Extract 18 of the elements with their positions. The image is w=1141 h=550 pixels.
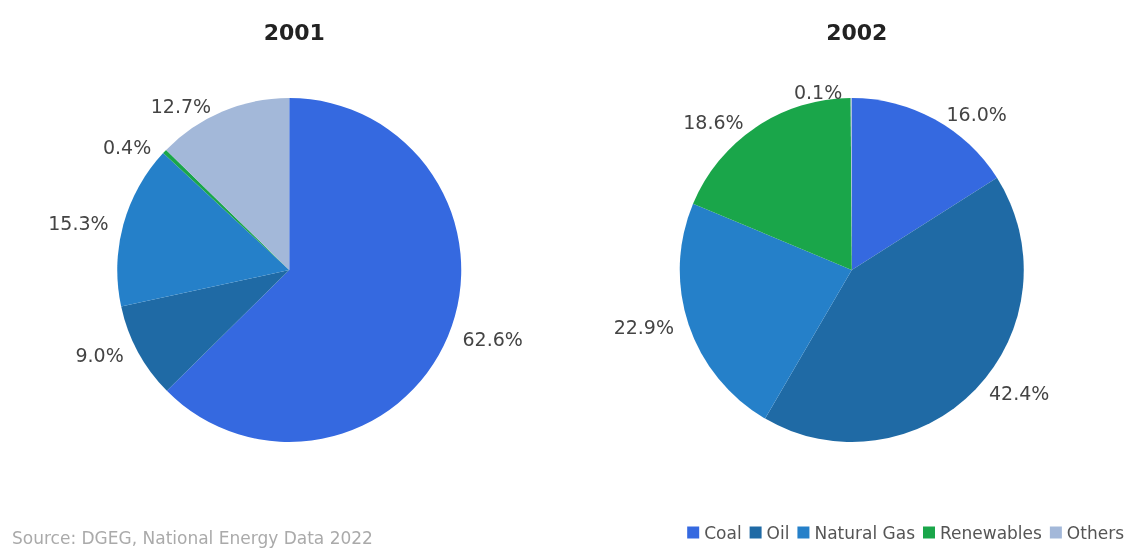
data-label: 62.6% (462, 327, 523, 350)
data-label: 16.0% (946, 103, 1007, 126)
legend-label: Coal (704, 522, 742, 543)
data-label: 42.4% (988, 382, 1050, 405)
slice-label: 2002 (826, 19, 888, 45)
source-note: Source: DGEG, National Energy Data 2022 (12, 527, 373, 548)
data-label: 0.1% (793, 81, 843, 103)
data-label: 9.0% (75, 343, 124, 366)
data-label: 15.3% (48, 212, 109, 235)
legend-label: Natural Gas (814, 522, 916, 543)
legend-label: Oil (766, 522, 790, 543)
data-label: 12.7% (150, 94, 212, 117)
legend-label: Renewables (939, 522, 1043, 543)
data-label: 0.4% (102, 136, 152, 159)
data-label: 18.6% (683, 111, 744, 134)
slice-label: 2001 (263, 19, 325, 45)
data-label: 22.9% (613, 315, 674, 338)
legend-label: Others (1066, 522, 1125, 543)
